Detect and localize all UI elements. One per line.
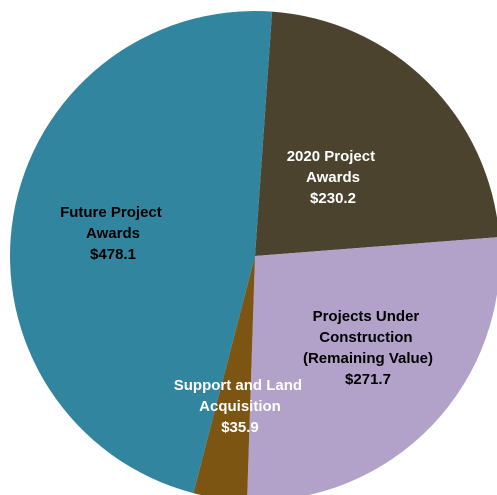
label-line: Support and Land: [174, 377, 307, 394]
label-line: 2020 Project: [287, 148, 380, 165]
pie-slice: [10, 10, 273, 494]
pie-slice: [193, 256, 255, 495]
slice-category-label: Support and Land Acquisition: [174, 377, 307, 415]
label-line: Awards: [306, 169, 360, 186]
label-line: Acquisition: [199, 398, 281, 415]
label-line: Construction: [319, 329, 417, 346]
slice-value-label: $478.1: [90, 246, 136, 263]
label-line: Awards: [86, 225, 140, 242]
slice-value-label: $230.2: [310, 190, 356, 207]
label-line: (Remaining Value): [303, 350, 433, 367]
label-line: Projects Under: [313, 308, 424, 325]
pie-slice: [255, 11, 497, 256]
slice-category-label: Future Project Awards: [60, 204, 166, 242]
slice-value-label: $271.7: [345, 371, 391, 388]
slice-value-label: $35.9: [221, 419, 259, 436]
pie-slice: [247, 237, 497, 495]
slice-category-label: 2020 Project Awards: [287, 148, 380, 186]
label-line: Future Project: [60, 204, 166, 221]
slice-category-label: Projects Under Construction (Remaining V…: [303, 308, 433, 367]
